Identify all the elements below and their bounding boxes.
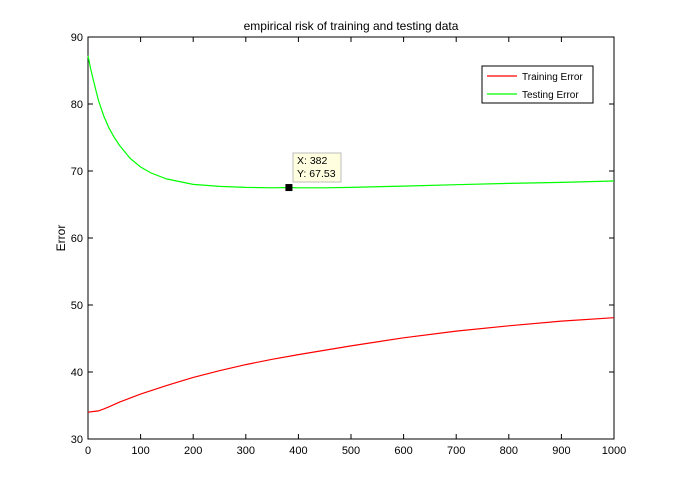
y-tick-label: 30 [71, 434, 83, 446]
x-tick-label: 500 [342, 445, 360, 457]
plot-area [87, 36, 615, 440]
x-tick-label: 700 [447, 445, 465, 457]
series-line-testing-error [87, 55, 615, 189]
y-tick-label: 90 [71, 32, 83, 44]
x-tick-label: 0 [85, 445, 91, 457]
x-tick-label: 900 [552, 445, 570, 457]
legend-label-training-error: Training Error [522, 72, 583, 83]
legend-label-testing-error: Testing Error [522, 90, 579, 101]
x-tick-label: 800 [500, 445, 518, 457]
datatip-y-text: Y: 67.53 [297, 168, 336, 180]
series-line-training-error [87, 317, 615, 413]
x-tick-label: 400 [289, 445, 307, 457]
y-tick-label: 80 [71, 99, 83, 111]
axis-ticks: 0 100 200 300 400 500 600 700 800 900 1000 30 40 50 60… [71, 32, 626, 457]
y-tick-label: 50 [71, 300, 83, 312]
datatip-marker[interactable] [285, 184, 293, 192]
legend-box [481, 65, 594, 104]
y-axis-label: Error [54, 225, 68, 252]
x-tick-label: 600 [394, 445, 412, 457]
series-lines [87, 55, 615, 413]
datatip-box [292, 152, 342, 183]
x-tick-label: 300 [237, 445, 255, 457]
x-tick-label: 1000 [602, 445, 626, 457]
legend: Training Error Testing Error [481, 65, 594, 104]
y-tick-label: 60 [71, 233, 83, 245]
chart-title: empirical risk of training and testing d… [244, 19, 459, 33]
y-tick-label: 70 [71, 166, 83, 178]
y-tick-label: 40 [71, 367, 83, 379]
x-tick-label: 200 [184, 445, 202, 457]
datatip-x-text: X: 382 [297, 155, 328, 167]
x-tick-label: 100 [131, 445, 149, 457]
